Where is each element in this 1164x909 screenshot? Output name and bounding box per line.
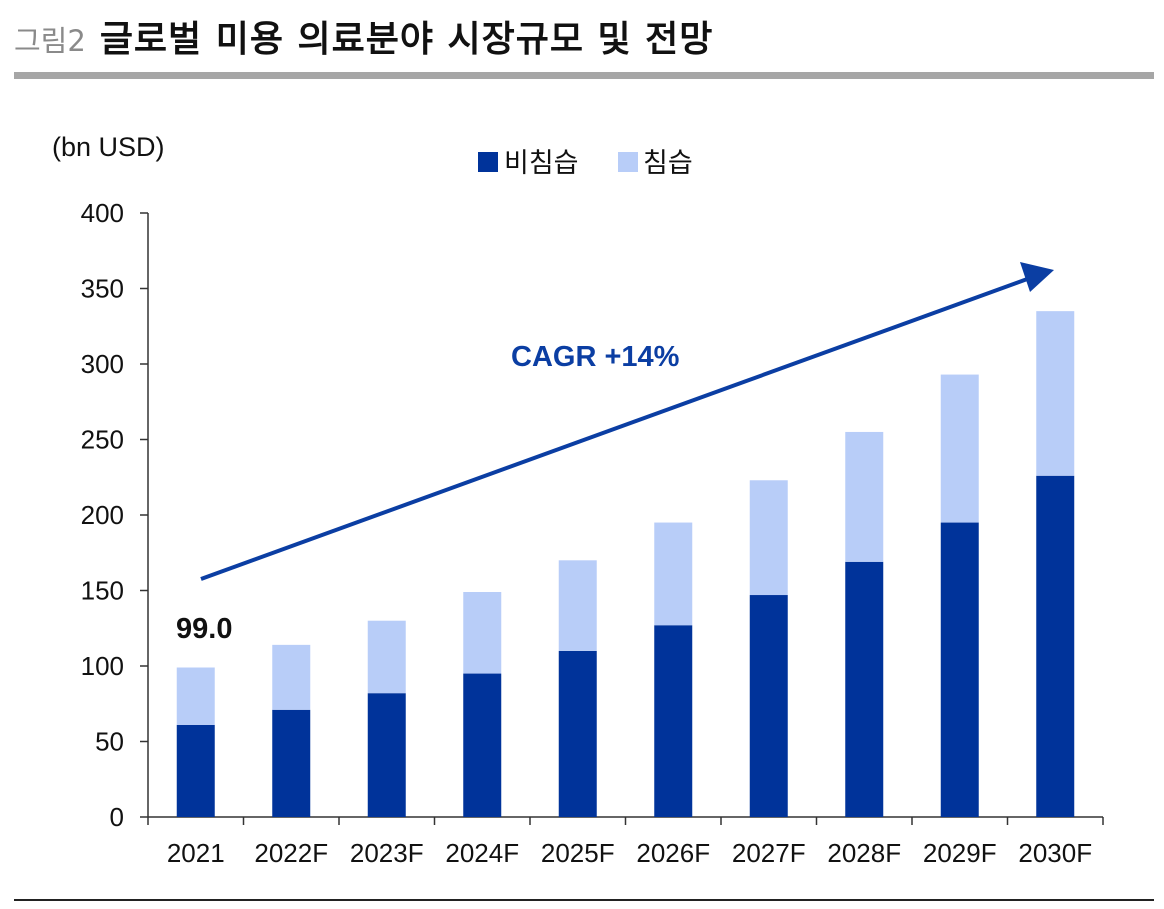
- x-tick-label: 2029F: [923, 838, 997, 868]
- bar-non-invasive-2021: [176, 724, 215, 817]
- legend-swatch-invasive: [618, 152, 638, 172]
- chart-labels: 0 50 100 150 200 250 300 350 400 2021 2022F 2023F 20…: [81, 198, 1093, 868]
- x-tick-label: 2027F: [732, 838, 806, 868]
- y-tick-label: 250: [81, 425, 124, 455]
- legend-swatch-non-invasive: [478, 152, 498, 172]
- y-tick-label: 350: [81, 274, 124, 304]
- page-title: 글로벌 미용 의료분야 시장규모 및 전망: [99, 19, 714, 60]
- cagr-trend-arrow: [200, 276, 1031, 581]
- cagr-arrowhead-icon: [1020, 262, 1054, 292]
- footer-divider: [14, 899, 1154, 901]
- bar-non-invasive-2023F: [367, 693, 406, 817]
- bar-non-invasive-2029F: [940, 522, 979, 817]
- y-tick-label: 200: [81, 500, 124, 530]
- bar-non-invasive-2028F: [845, 561, 884, 817]
- bar-invasive-2029F: [940, 374, 979, 523]
- first-bar-total-label: 99.0: [176, 613, 232, 645]
- x-tick-label: 2025F: [541, 838, 615, 868]
- x-tick-label: 2028F: [827, 838, 901, 868]
- bar-invasive-2025F: [558, 560, 597, 651]
- y-tick-label: 50: [95, 727, 124, 757]
- bar-non-invasive-2025F: [558, 650, 597, 817]
- figure-label: 그림2: [14, 24, 86, 58]
- bar-non-invasive-2026F: [654, 625, 693, 817]
- x-tick-label: 2026F: [636, 838, 710, 868]
- cagr-label: CAGR +14%: [511, 341, 680, 373]
- bar-invasive-2030F: [1036, 311, 1075, 476]
- bar-invasive-2028F: [845, 431, 884, 562]
- y-tick-label: 100: [81, 651, 124, 681]
- bar-non-invasive-2030F: [1036, 475, 1075, 817]
- figure-header: 그림2 글로벌 미용 의료분야 시장규모 및 전망: [14, 10, 713, 70]
- bar-invasive-2027F: [749, 480, 788, 596]
- x-tick-label: 2021: [167, 838, 225, 868]
- y-tick-label: 300: [81, 349, 124, 379]
- bar-invasive-2022F: [272, 644, 311, 710]
- legend-label-invasive: 침습: [643, 148, 693, 179]
- bar-non-invasive-2022F: [272, 709, 311, 817]
- x-tick-label: 2024F: [445, 838, 519, 868]
- x-tick-label: 2023F: [350, 838, 424, 868]
- bar-invasive-2023F: [367, 620, 406, 694]
- bar-invasive-2024F: [463, 592, 502, 674]
- header-divider: [14, 72, 1154, 79]
- y-axis-unit-label: (bn USD): [52, 132, 165, 162]
- chart-bars: [176, 311, 1075, 817]
- bar-invasive-2026F: [654, 522, 693, 626]
- y-tick-label: 400: [81, 198, 124, 228]
- x-tick-label: 2030F: [1018, 838, 1092, 868]
- bar-non-invasive-2024F: [463, 673, 502, 817]
- legend-label-non-invasive: 비침습: [504, 148, 579, 179]
- y-tick-label: 150: [81, 576, 124, 606]
- bar-invasive-2021: [176, 667, 215, 725]
- x-tick-label: 2022F: [254, 838, 328, 868]
- y-tick-label: 0: [110, 802, 124, 832]
- bar-non-invasive-2027F: [749, 595, 788, 817]
